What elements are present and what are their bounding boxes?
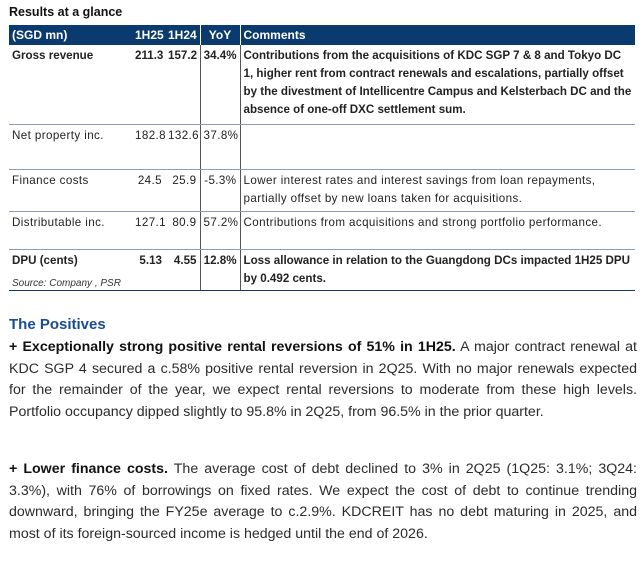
value-1h25: 127.1 xyxy=(132,211,166,250)
value-yoy: 57.2% xyxy=(199,211,241,250)
table-row-gross-revenue: Gross revenue 211.3 157.2 34.4% Contribu… xyxy=(9,45,635,125)
paragraph-body: The average cost of debt declined to 3% … xyxy=(9,461,637,542)
value-1h24: 4.55 xyxy=(165,249,200,291)
value-yoy: 12.8% xyxy=(199,249,241,291)
row-label: Gross revenue xyxy=(9,45,132,125)
row-comment: Contributions from acquisitions and stro… xyxy=(240,211,635,250)
positives-heading: The Positives xyxy=(9,316,106,333)
row-label: Net property inc. xyxy=(9,124,132,170)
table-row-net-property-income: Net property inc. 182.8 132.6 37.8% xyxy=(9,124,635,170)
positive-paragraph-rental-reversions: + Exceptionally strong positive rental r… xyxy=(9,337,637,423)
value-1h24: 157.2 xyxy=(165,45,200,125)
value-yoy: 37.8% xyxy=(199,124,241,170)
value-1h25: 211.3 xyxy=(132,45,165,125)
value-1h24: 25.9 xyxy=(165,169,200,212)
value-1h24: 132.6 xyxy=(165,124,200,170)
row-comment: Lower interest rates and interest saving… xyxy=(240,169,635,212)
value-yoy: 34.4% xyxy=(199,45,241,125)
value-yoy: -5.3% xyxy=(199,169,241,212)
header-1h25: 1H25 xyxy=(135,28,164,42)
value-1h25: 5.13 xyxy=(132,249,165,291)
table-row-dpu: DPU (cents) 5.13 4.55 12.8% Loss allowan… xyxy=(9,249,635,291)
value-1h25: 182.8 xyxy=(132,124,166,170)
results-title: Results at a glance xyxy=(9,5,123,19)
positive-paragraph-finance-costs: + Lower finance costs. The average cost … xyxy=(9,459,637,545)
table-header-row: (SGD mn) 1H25 1H24 YoY Comments xyxy=(9,25,635,45)
header-unit: (SGD mn) xyxy=(12,28,68,42)
results-table: (SGD mn) 1H25 1H24 YoY Comments Gross re… xyxy=(9,25,635,291)
row-label: Distributable inc. xyxy=(9,211,132,250)
header-comments: Comments xyxy=(243,28,306,42)
header-yoy: YoY xyxy=(199,25,241,45)
row-comment: Loss allowance in relation to the Guangd… xyxy=(240,249,635,291)
value-1h25: 24.5 xyxy=(132,169,165,212)
paragraph-lead: + Lower finance costs. xyxy=(9,461,168,477)
row-label: DPU (cents) xyxy=(9,249,132,291)
value-1h24: 80.9 xyxy=(165,211,200,250)
row-comment xyxy=(240,124,635,170)
source-note: Source: Company , PSR xyxy=(12,278,121,289)
paragraph-body: A major contract renewal at KDC SGP 4 se… xyxy=(9,339,637,420)
table-row-finance-costs: Finance costs 24.5 25.9 -5.3% Lower inte… xyxy=(9,169,635,212)
paragraph-lead: + Exceptionally strong positive rental r… xyxy=(9,339,456,355)
table-row-distributable-income: Distributable inc. 127.1 80.9 57.2% Cont… xyxy=(9,211,635,250)
header-1h24: 1H24 xyxy=(168,28,197,42)
row-comment: Contributions from the acquisitions of K… xyxy=(240,45,635,125)
row-label: Finance costs xyxy=(9,169,132,212)
